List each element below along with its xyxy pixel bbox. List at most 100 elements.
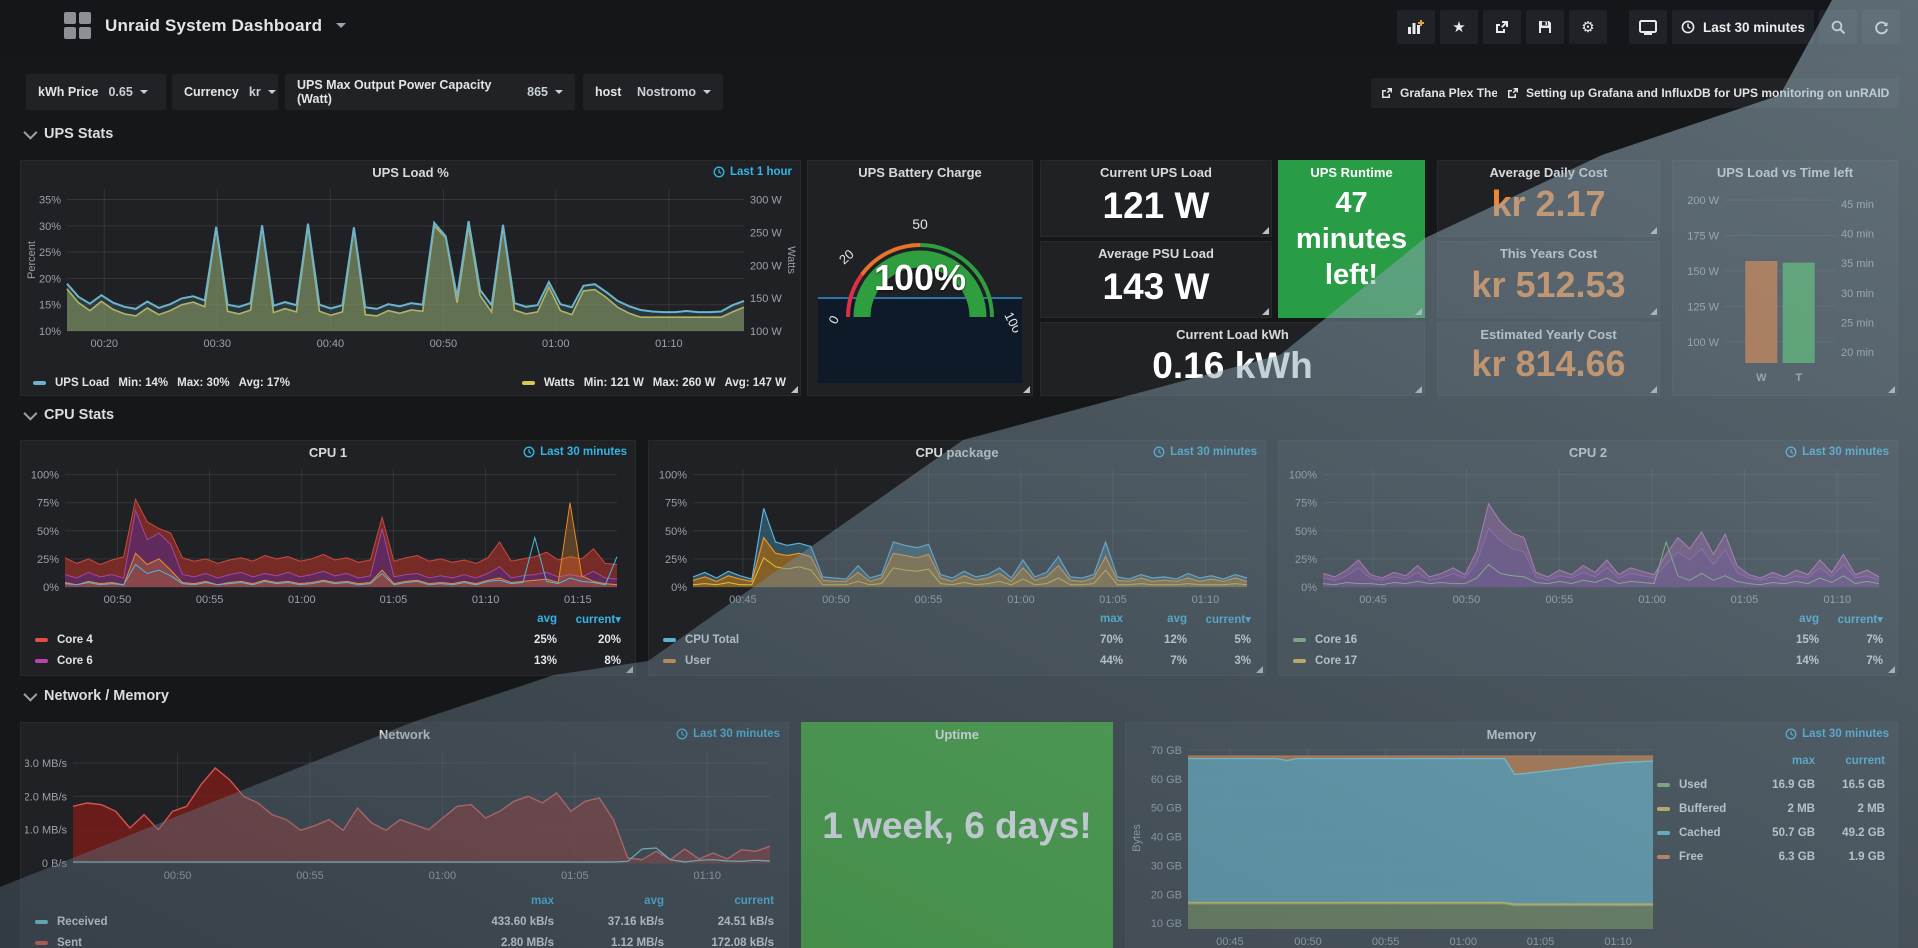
variable-kwh-price[interactable]: kWh Price 0.65 [26,74,166,110]
panel-time-range[interactable]: Last 30 minutes [1785,728,1889,740]
cpu-package-legend[interactable]: max avg current▾ CPU Total 70% 12% 5% User 44% 7%… [663,608,1251,671]
star-button[interactable]: ★ [1439,10,1478,44]
panel-time-range[interactable]: Last 1 hour [713,166,792,178]
panel-title[interactable]: UPS Load vs Time left [1716,165,1854,180]
legend-header[interactable]: max [1099,612,1123,625]
cpu-package-chart[interactable]: 0% 25% 50% 75% 100% 00:45 00:50 00:55 01:00 01:05… [653,463,1261,609]
series-swatch[interactable] [1657,831,1670,835]
legend-header[interactable]: current▾ [575,613,621,626]
panel-title[interactable]: Average Daily Cost [1489,165,1608,180]
save-button[interactable] [1525,10,1564,44]
section-cpu-stats[interactable]: CPU Stats [23,406,114,423]
legend-header[interactable]: current▾ [1837,613,1883,626]
cpu2-legend[interactable]: avg current▾ Core 16 15% 7% Core 17 14% 7% [1293,608,1883,671]
series-label[interactable]: CPU Total [685,633,740,646]
panel-title[interactable]: Current UPS Load [1100,165,1212,180]
legend-header[interactable]: avg [644,894,664,907]
series-label[interactable]: Sent [57,936,82,948]
panel-title[interactable]: Estimated Yearly Cost [1480,327,1617,342]
panel-time-range[interactable]: Last 30 minutes [523,446,627,458]
panel-time-range[interactable]: Last 30 minutes [676,728,780,740]
series-swatch[interactable] [35,940,48,945]
legend-header[interactable]: current▾ [1205,613,1251,626]
variable-host[interactable]: host Nostromo [583,74,723,110]
share-button[interactable] [1482,10,1521,44]
legend-watts[interactable]: Watts Min: 121 W Max: 260 W Avg: 147 W [521,377,786,389]
legend-header[interactable]: max [1791,755,1815,767]
panel-title[interactable]: This Years Cost [1499,246,1598,261]
legend-header[interactable]: avg [537,612,557,625]
series-label[interactable]: Core 6 [57,654,93,667]
add-panel-button[interactable] [1396,10,1435,44]
ups-bar-chart[interactable]: 100 W 125 W 150 W 175 W 200 W 20 min 25 min 30 … [1677,181,1893,391]
panel-title[interactable]: UPS Load % [372,165,449,180]
legend-header[interactable]: avg [1799,612,1819,625]
link-ups-monitoring-guide[interactable]: Setting up Grafana and InfluxDB for UPS … [1497,78,1900,108]
legend-header[interactable]: current [1845,755,1885,767]
series-label[interactable]: Free [1679,851,1704,863]
time-range-picker[interactable]: Last 30 minutes [1671,10,1814,44]
legend-row[interactable]: Buffered 2 MB 2 MB [1657,797,1885,821]
panel-title[interactable]: UPS Runtime [1310,165,1393,180]
cpu1-chart[interactable]: 0% 25% 50% 75% 100% 00:50 00:55 01:00 01:05 01:10… [25,463,631,609]
legend-row[interactable]: Core 4 25% 20% [35,629,621,650]
section-ups-stats[interactable]: UPS Stats [23,125,113,142]
legend-row[interactable]: Core 6 13% 8% [35,650,621,671]
legend-header[interactable]: current [734,894,774,907]
series-swatch[interactable] [1293,658,1306,663]
ups-load-chart[interactable]: 10% 15% 20% 25% 30% 35% 100 W 150 W 200 W 250 W 30… [25,183,796,355]
legend-row[interactable]: Used 16.9 GB 16.5 GB [1657,773,1885,797]
panel-title[interactable]: Memory [1486,727,1537,742]
variable-currency[interactable]: Currency kr [172,74,278,110]
series-label[interactable]: Buffered [1679,803,1727,815]
legend-row[interactable]: CPU Total 70% 12% 5% [663,629,1251,650]
refresh-icon[interactable] [1862,10,1900,44]
series-swatch[interactable] [1657,807,1670,811]
cpu1-legend[interactable]: avg current▾ Core 4 25% 20% Core 6 13% 8% [35,608,621,671]
panel-title[interactable]: Current Load kWh [1176,327,1289,342]
series-swatch[interactable] [1657,783,1670,787]
variable-ups-max-watt[interactable]: UPS Max Output Power Capacity (Watt) 865 [285,74,575,110]
series-swatch[interactable] [35,658,48,663]
series-label[interactable]: Core 16 [1315,633,1358,646]
panel-title[interactable]: Uptime [934,727,980,742]
legend-header[interactable]: avg [1167,612,1187,625]
legend-header[interactable]: max [530,894,554,907]
panel-time-range[interactable]: Last 30 minutes [1153,446,1257,458]
series-swatch[interactable] [35,919,48,924]
series-swatch[interactable] [35,637,48,642]
section-network-memory[interactable]: Network / Memory [23,687,169,704]
panel-title[interactable]: Average PSU Load [1098,246,1214,261]
series-label[interactable]: Received [57,915,108,928]
memory-legend[interactable]: max current Used 16.9 GB 16.5 GB Buffered 2 MB… [1657,749,1885,869]
panel-title[interactable]: UPS Battery Charge [858,165,982,180]
legend-row[interactable]: User 44% 7% 3% [663,650,1251,671]
series-label[interactable]: Core 4 [57,633,93,646]
legend-ups-load[interactable]: UPS Load Min: 14% Max: 30% Avg: 17% [33,377,290,389]
series-swatch[interactable] [663,658,676,663]
zoom-out-search-icon[interactable] [1819,10,1857,44]
series-label[interactable]: Used [1679,779,1708,791]
legend-row[interactable]: Received 433.60 kB/s 37.16 kB/s 24.51 kB/s [35,911,774,932]
series-swatch[interactable] [1657,855,1670,859]
legend-row[interactable]: Core 17 14% 7% [1293,650,1883,671]
series-label[interactable]: Core 17 [1315,654,1358,667]
tv-mode-button[interactable] [1628,10,1667,44]
series-label[interactable]: Cached [1679,827,1721,839]
legend-row[interactable]: Core 16 15% 7% [1293,629,1883,650]
dashboard-grid-icon[interactable] [64,12,91,39]
series-swatch[interactable] [1293,637,1306,642]
dashboard-title-caret-icon[interactable] [336,23,347,28]
legend-row[interactable]: Sent 2.80 MB/s 1.12 MB/s 172.08 kB/s [35,932,774,948]
series-swatch[interactable] [663,637,676,642]
dashboard-title[interactable]: Unraid System Dashboard [105,15,323,35]
legend-row[interactable]: Cached 50.7 GB 49.2 GB [1657,821,1885,845]
network-chart[interactable]: 0 B/s 1.0 MB/s 2.0 MB/s 3.0 MB/s 00:50 00:55 0… [25,745,784,885]
panel-time-range[interactable]: Last 30 minutes [1785,446,1889,458]
network-legend[interactable]: max avg current Received 433.60 kB/s 37.16 kB… [35,890,774,948]
legend-row[interactable]: Free 6.3 GB 1.9 GB [1657,845,1885,869]
panel-title[interactable]: Network [378,727,431,742]
cpu2-chart[interactable]: 0% 25% 50% 75% 100% 00:45 00:50 00:55 01:00 01:05… [1283,463,1893,609]
settings-gear-icon[interactable]: ⚙ [1568,10,1607,44]
series-label[interactable]: User [685,654,711,667]
